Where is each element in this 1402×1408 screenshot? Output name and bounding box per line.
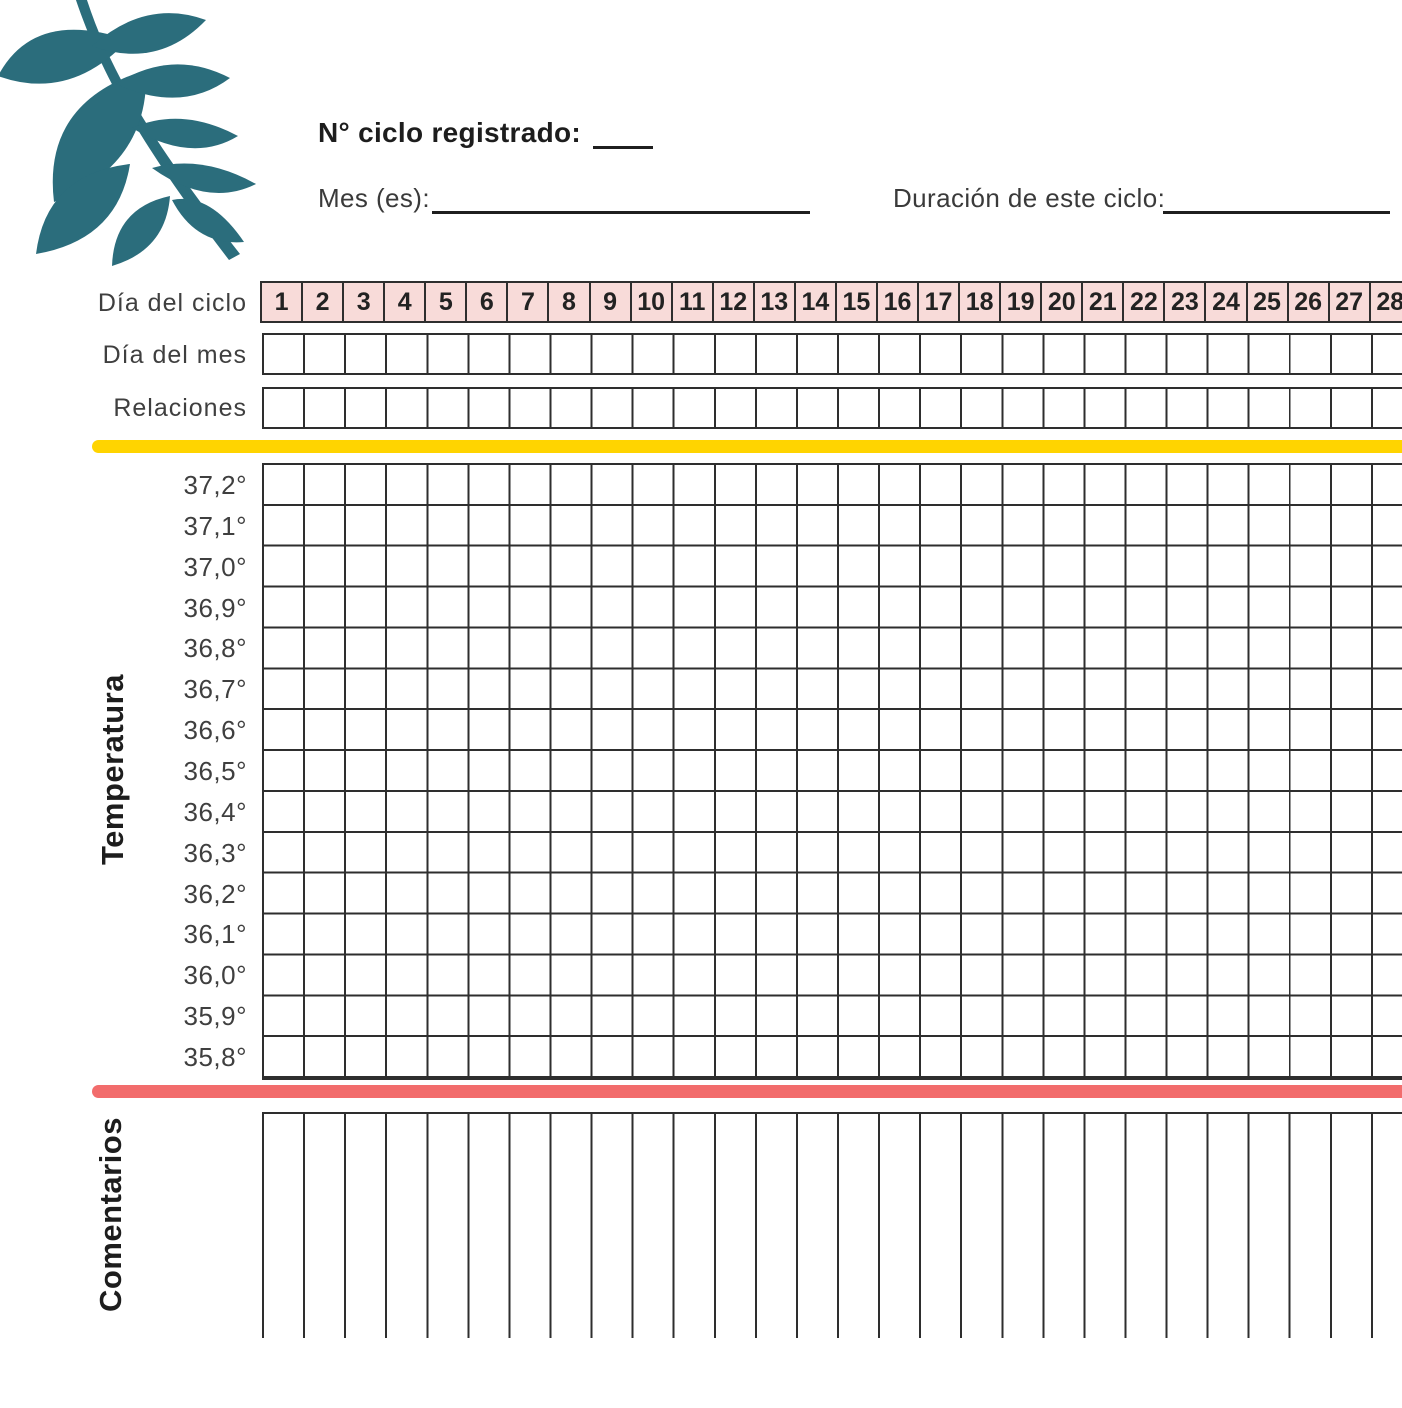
temperature-scale-value: 36,4° — [183, 796, 247, 827]
day-of-cycle-cell: 22 — [1122, 281, 1166, 323]
day-of-cycle-cell: 6 — [465, 281, 509, 323]
red-divider — [92, 1085, 1402, 1098]
temperature-scale-value: 37,2° — [183, 469, 247, 500]
day-of-cycle-cell: 7 — [506, 281, 550, 323]
duration-field[interactable] — [1163, 211, 1390, 214]
temperature-scale-value: 36,3° — [183, 837, 247, 868]
relations-label: Relaciones — [113, 394, 247, 422]
day-of-cycle-cell: 8 — [547, 281, 591, 323]
temperature-scale-value: 36,8° — [183, 633, 247, 664]
temperature-scale-value: 36,7° — [183, 674, 247, 705]
day-of-cycle-cell: 26 — [1286, 281, 1330, 323]
temperature-scale-value: 36,0° — [183, 960, 247, 991]
temperature-scale-value: 35,9° — [183, 1001, 247, 1032]
day-of-cycle-cell: 10 — [629, 281, 673, 323]
day-of-cycle-cell: 27 — [1327, 281, 1371, 323]
yellow-divider — [92, 440, 1402, 453]
cycle-number-label: N° ciclo registrado: — [318, 117, 582, 148]
comments-grid[interactable] — [262, 1112, 1402, 1338]
day-of-cycle-cell: 13 — [752, 281, 796, 323]
day-of-cycle-row: 1 2 3 4 5 6 7 8 9 10 11 12 13 14 15 — [260, 281, 1402, 323]
leaf-branch-illustration — [0, 0, 272, 275]
temperature-scale-value: 36,2° — [183, 878, 247, 909]
day-of-cycle-cell: 17 — [917, 281, 961, 323]
day-of-cycle-cell: 28 — [1368, 281, 1402, 323]
day-of-cycle-cell: 21 — [1081, 281, 1125, 323]
day-of-cycle-cell: 12 — [711, 281, 755, 323]
cycle-number-field[interactable] — [593, 146, 653, 149]
leaf-icon — [0, 0, 256, 266]
day-of-cycle-cell: 15 — [834, 281, 878, 323]
months-field[interactable] — [432, 211, 810, 214]
temperature-scale-value: 36,5° — [183, 755, 247, 786]
day-of-cycle-cell: 11 — [670, 281, 714, 323]
day-of-cycle-cell: 18 — [958, 281, 1002, 323]
temperature-scale-value: 37,1° — [183, 510, 247, 541]
relations-row[interactable] — [262, 387, 1402, 429]
day-of-cycle-cell: 14 — [793, 281, 837, 323]
day-of-cycle-cell: 23 — [1163, 281, 1207, 323]
duration-label: Duración de este ciclo: — [893, 183, 1166, 213]
day-of-cycle-cell: 24 — [1204, 281, 1248, 323]
comments-section-label: Comentarios — [93, 1117, 128, 1313]
day-of-cycle-cell: 20 — [1040, 281, 1084, 323]
day-of-cycle-cell: 3 — [342, 281, 386, 323]
day-of-cycle-cell: 5 — [424, 281, 468, 323]
day-of-cycle-cell: 1 — [260, 281, 304, 323]
temperature-scale-value: 36,1° — [183, 919, 247, 950]
day-of-cycle-cell: 9 — [588, 281, 632, 323]
day-of-cycle-cell: 25 — [1245, 281, 1289, 323]
temperature-grid[interactable] — [262, 463, 1402, 1080]
day-of-cycle-cell: 4 — [383, 281, 427, 323]
temperature-scale-value: 37,0° — [183, 551, 247, 582]
day-of-month-row[interactable] — [262, 333, 1402, 375]
temperature-scale-value: 36,9° — [183, 592, 247, 623]
temperature-scale-value: 36,6° — [183, 715, 247, 746]
day-of-cycle-cell: 16 — [875, 281, 919, 323]
day-of-cycle-cell: 19 — [999, 281, 1043, 323]
temperature-scale: 37,2° 37,1° 37,0° 36,9° 36,8° 36,7° 36,6… — [40, 465, 247, 1078]
day-of-month-label: Día del mes — [102, 341, 247, 369]
day-of-cycle-cell: 2 — [301, 281, 345, 323]
temperature-scale-value: 35,8° — [183, 1041, 247, 1072]
day-of-cycle-label: Día del ciclo — [97, 289, 247, 317]
months-label: Mes (es): — [318, 183, 430, 213]
